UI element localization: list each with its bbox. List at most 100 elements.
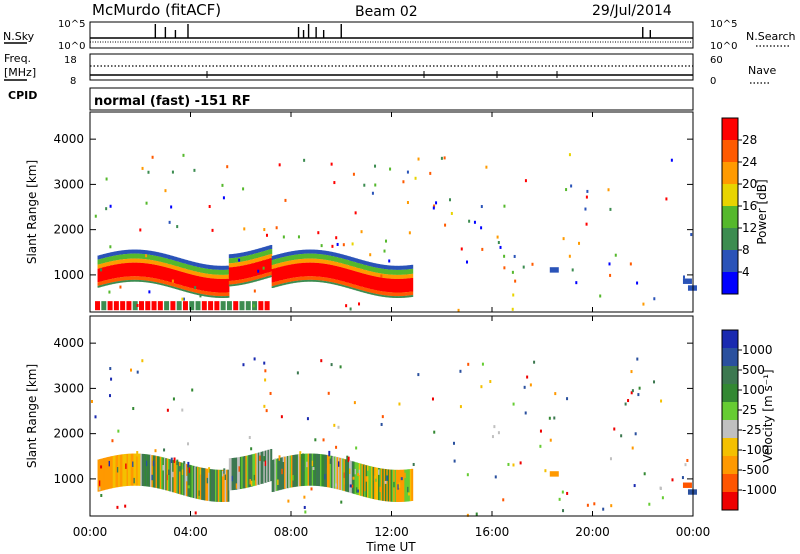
velocity-scatter-dot [269, 391, 272, 395]
power-echo-cell [286, 282, 289, 285]
power-echo-cell [256, 248, 259, 254]
power-echo-cell [119, 263, 122, 278]
power-echo-cell [213, 292, 216, 296]
power-echo-cell [256, 253, 259, 259]
power-echo-cell [97, 255, 100, 260]
power-echo-cell [315, 249, 318, 254]
power-echo-cell [387, 265, 390, 270]
velocity-echo-cell [329, 458, 332, 464]
power-echo-cell [180, 267, 183, 272]
power-echo-cell [267, 276, 270, 278]
power-echo-cell [367, 270, 369, 275]
power-echo-cell [371, 262, 374, 267]
power-echo-cell [230, 254, 233, 259]
power-echo-cell [331, 278, 334, 283]
power-echo-cell [383, 278, 386, 292]
velocity-scatter-dot [90, 399, 93, 403]
power-echo-cell [206, 291, 209, 296]
power-echo-cell [404, 269, 407, 275]
power-echo-cell [201, 267, 204, 273]
power-echo-cell [347, 269, 350, 283]
power-echo-cell [329, 264, 332, 279]
velocity-echo-cell [273, 459, 276, 492]
power-echo-cell [284, 282, 287, 285]
power-echo-cell [147, 277, 150, 281]
velocity-echo-cell [409, 468, 412, 502]
power-echo-cell [134, 249, 137, 254]
power-echo-cell [206, 273, 209, 278]
power-echo-cell [112, 264, 115, 279]
power-echo-cell [384, 269, 387, 275]
nsearch-label: N.Search [746, 30, 796, 43]
power-scatter-dot [330, 162, 333, 166]
freq-tick-low: 8 [70, 76, 76, 87]
power-echo-cell [188, 273, 191, 288]
power-echo-cell [245, 264, 248, 279]
power-echo-cell [143, 280, 146, 283]
colorbar-segment [722, 438, 738, 457]
power-echo-cell [188, 264, 191, 270]
velocity-echo-cell [213, 469, 216, 502]
power-echo-cell [407, 274, 410, 279]
power-echo-cell [313, 262, 316, 277]
power-echo-cell [126, 276, 129, 281]
power-echo-cell [317, 253, 320, 259]
power-scatter-dot [226, 165, 229, 169]
velocity-echo-cell [246, 455, 249, 488]
power-echo-cell [133, 276, 136, 280]
power-scatter-dot [570, 184, 573, 188]
velocity-echo-cell [266, 450, 269, 483]
velocity-echo-cell [333, 456, 336, 489]
power-echo-cell [187, 269, 190, 274]
velocity-scatter-dot [357, 489, 360, 493]
power-echo-cell [286, 261, 289, 266]
power-scatter-dot [465, 260, 468, 264]
velocity-echo-cell [198, 490, 201, 496]
power-echo-cell [180, 258, 183, 263]
power-echo-cell [223, 265, 226, 270]
power-echo-cell [328, 251, 331, 256]
power-echo-cell [396, 292, 399, 297]
velocity-echo-cell [97, 459, 100, 492]
power-echo-cell [325, 264, 328, 278]
power-echo-cell [260, 274, 263, 279]
velocity-echo-cell [129, 453, 132, 486]
power-echo-cell [227, 292, 230, 296]
power-echo-cell [261, 274, 264, 278]
power-echo-cell [304, 279, 307, 282]
power-echo-cell [169, 285, 172, 288]
power-echo-cell [275, 285, 278, 287]
velocity-echo-cell [199, 469, 202, 475]
power-echo-cell [174, 260, 177, 266]
power-echo-cell [123, 259, 126, 264]
power-echo-cell [255, 279, 258, 282]
power-echo-cell [354, 284, 357, 289]
power-echo-cell [393, 296, 396, 298]
velocity-echo-cell [286, 456, 289, 489]
velocity-scatter-dot [117, 429, 120, 433]
power-echo-cell [234, 284, 237, 286]
power-scatter-dot [496, 235, 499, 239]
power-echo-cell [382, 277, 385, 292]
power-scatter-dot [108, 290, 111, 294]
velocity-echo-cell [357, 462, 360, 496]
velocity-echo-cell [353, 482, 356, 488]
power-echo-cell [237, 257, 240, 263]
power-scatter-dot [608, 262, 611, 266]
power-echo-cell [176, 266, 179, 271]
velocity-echo-cell [140, 453, 143, 486]
power-echo-cell [321, 263, 324, 278]
power-scatter-dot [139, 228, 142, 232]
power-echo-cell [246, 264, 249, 279]
power-echo-cell [293, 277, 296, 282]
power-near-range-cell [138, 301, 144, 311]
velocity-scatter-dot [613, 427, 616, 431]
velocity-echo-cell [285, 456, 288, 489]
power-echo-cell [190, 287, 193, 292]
velocity-echo-cell [144, 454, 147, 487]
power-echo-cell [405, 274, 408, 279]
power-echo-cell [172, 260, 175, 266]
power-scatter-dot [406, 170, 409, 174]
power-scatter-dot [584, 207, 587, 211]
power-echo-cell [401, 265, 404, 270]
